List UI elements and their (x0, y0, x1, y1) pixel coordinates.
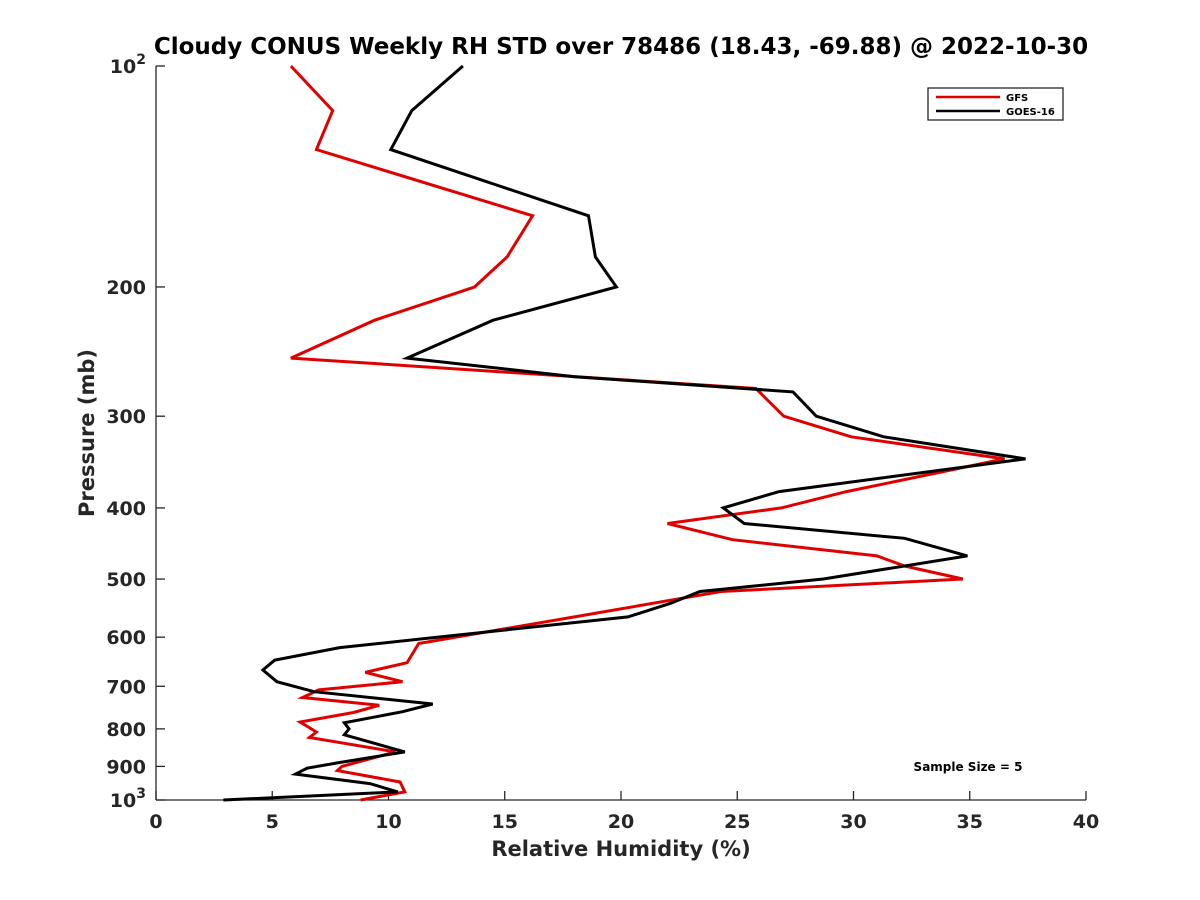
y-tick-label: 600 (106, 627, 146, 649)
y-tick-label: 103 (110, 786, 146, 812)
x-axis-label: Relative Humidity (%) (491, 837, 750, 861)
y-tick-label: 400 (106, 498, 146, 520)
series-line-goes-16 (223, 64, 1026, 802)
y-tick-label: 900 (106, 756, 146, 778)
x-tick-label: 5 (266, 811, 279, 833)
x-tick-label: 40 (1073, 811, 1099, 833)
x-axis: 0 5 10 15 20 25 30 35 40 (149, 791, 1099, 833)
legend-box (927, 87, 1064, 121)
x-tick-label: 35 (957, 811, 983, 833)
x-tick-label: 30 (840, 811, 866, 833)
chart-title: Cloudy CONUS Weekly RH STD over 78486 (1… (154, 34, 1088, 60)
legend-label: GFS (1006, 93, 1028, 104)
series-layer (223, 64, 1026, 802)
x-tick-label: 15 (492, 811, 518, 833)
legend-label: GOES-16 (1006, 107, 1055, 118)
y-axis: 102 200 300 400 500 600 700 800 900 103 (106, 52, 165, 812)
y-tick-label: 300 (106, 406, 146, 428)
y-tick-label: 800 (106, 719, 146, 741)
sample-size-annotation: Sample Size = 5 (914, 760, 1023, 774)
x-tick-label: 20 (608, 811, 634, 833)
x-tick-label: 25 (724, 811, 750, 833)
y-axis-label: Pressure (mb) (75, 349, 99, 517)
x-tick-label: 10 (375, 811, 401, 833)
plot-area (155, 66, 1086, 801)
legend: GFS GOES-16 (927, 87, 1064, 121)
y-tick-label: 500 (106, 569, 146, 591)
y-tick-label: 700 (106, 676, 146, 698)
series-line-gfs (289, 64, 1005, 802)
x-tick-label: 0 (149, 811, 162, 833)
y-tick-label: 102 (110, 52, 146, 78)
y-tick-label: 200 (106, 277, 146, 299)
